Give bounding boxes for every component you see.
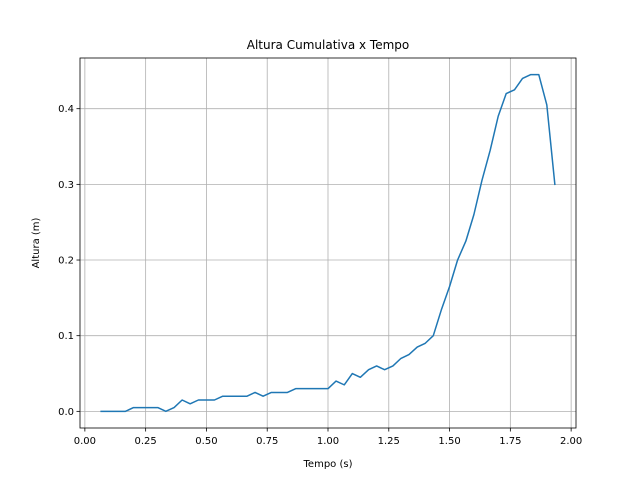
- x-tick-label: 0.00: [74, 436, 96, 447]
- x-tick-label: 1.25: [378, 436, 400, 447]
- x-tick-label: 2.00: [560, 436, 582, 447]
- x-tick-label: 0.50: [195, 436, 217, 447]
- y-tick-label: 0.4: [58, 104, 74, 115]
- x-tick-label: 0.25: [135, 436, 157, 447]
- axis-ticks: 0.00 0.25 0.50 0.75 1.00 1.25 1.50 1.75 2.00 0.0 0…: [58, 104, 582, 447]
- x-tick-label: 1.50: [438, 436, 460, 447]
- y-tick-label: 0.1: [58, 331, 74, 342]
- series-layer: [100, 73, 556, 413]
- y-axis-title: Altura (m): [31, 217, 42, 268]
- y-tick-label: 0.3: [58, 180, 74, 191]
- x-axis-title: Tempo (s): [303, 459, 353, 470]
- x-tick-label: 1.75: [499, 436, 521, 447]
- x-tick-label: 0.75: [256, 436, 278, 447]
- y-tick-label: 0.0: [58, 407, 74, 418]
- y-tick-label: 0.2: [58, 256, 74, 267]
- chart-title: Altura Cumulativa x Tempo: [247, 38, 409, 52]
- grid: [80, 58, 576, 428]
- x-tick-label: 1.00: [317, 436, 339, 447]
- series-line: [100, 73, 556, 413]
- plot-frame: [79, 57, 577, 429]
